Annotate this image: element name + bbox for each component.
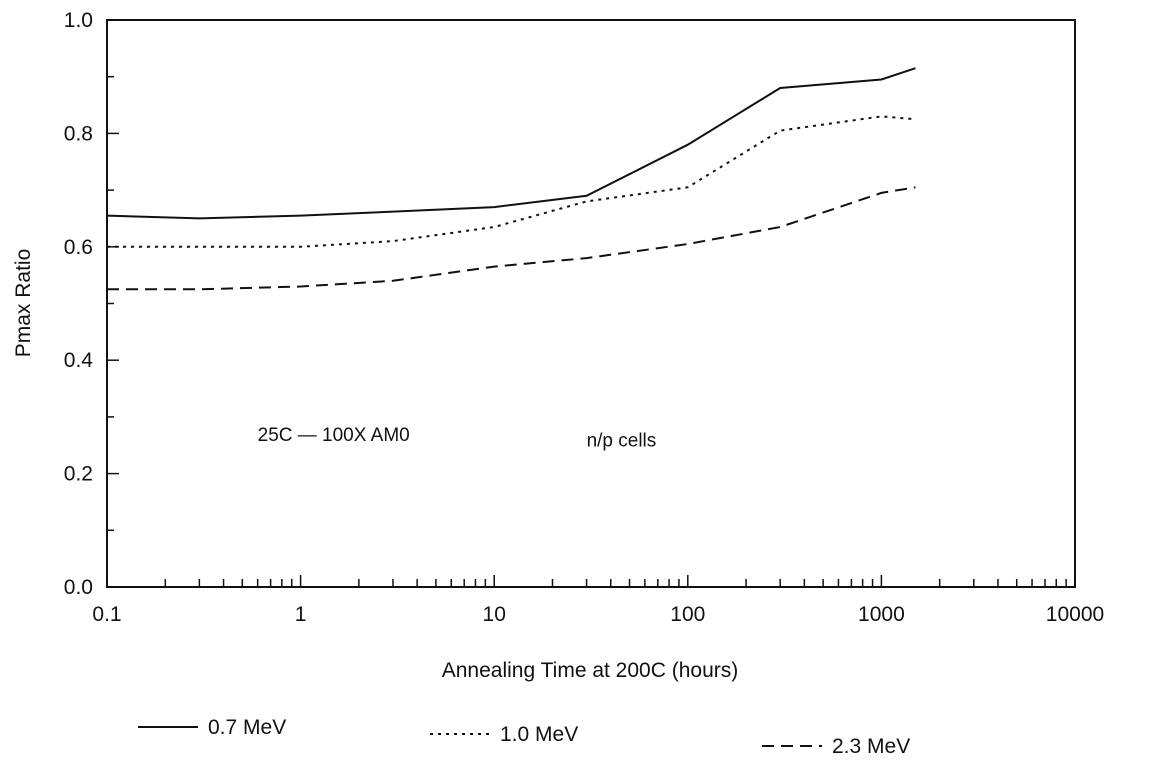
annotation-1: 25C — 100X AM0: [258, 425, 410, 446]
x-axis-ticks: [106, 575, 1076, 587]
y-tick-label: 0.0: [64, 576, 93, 599]
y-tick-labels: 0.0 0.2 0.4 0.6 0.8 1.0: [64, 9, 94, 599]
y-axis-label: Pmax Ratio: [12, 249, 35, 358]
x-tick-label: 10000: [1046, 603, 1104, 626]
series-line-0-7-mev: [106, 67, 916, 220]
plot-frame: [106, 19, 1076, 588]
x-axis-label: Annealing Time at 200C (hours): [442, 659, 739, 682]
legend-label: 1.0 MeV: [500, 723, 578, 746]
y-tick-label: 0.2: [64, 463, 93, 486]
x-tick-label: 10: [483, 603, 506, 626]
legend-label: 0.7 MeV: [208, 716, 286, 739]
legend: 0.7 MeV 1.0 MeV 2.3 MeV: [138, 716, 910, 758]
legend-label: 2.3 MeV: [832, 735, 910, 758]
x-tick-label: 1: [295, 603, 307, 626]
x-tick-label: 0.1: [92, 603, 121, 626]
series-line-1-0-mev: [107, 115, 916, 248]
y-tick-label: 0.4: [64, 349, 94, 372]
x-tick-labels: 0.1 1 10 100 1000 10000: [92, 603, 1104, 626]
y-axis-ticks: [107, 19, 119, 588]
y-tick-label: 0.6: [64, 236, 93, 259]
y-tick-label: 1.0: [64, 9, 93, 32]
annotation-2: n/p cells: [587, 431, 657, 452]
series-lines: [106, 67, 916, 291]
series-line-2-3-mev: [107, 186, 916, 291]
x-tick-label: 100: [670, 603, 705, 626]
plot-border: [106, 19, 1076, 588]
y-tick-label: 0.8: [64, 122, 93, 145]
annotations: 25C — 100X AM0 n/p cells: [258, 425, 657, 452]
x-tick-label: 1000: [858, 603, 905, 626]
